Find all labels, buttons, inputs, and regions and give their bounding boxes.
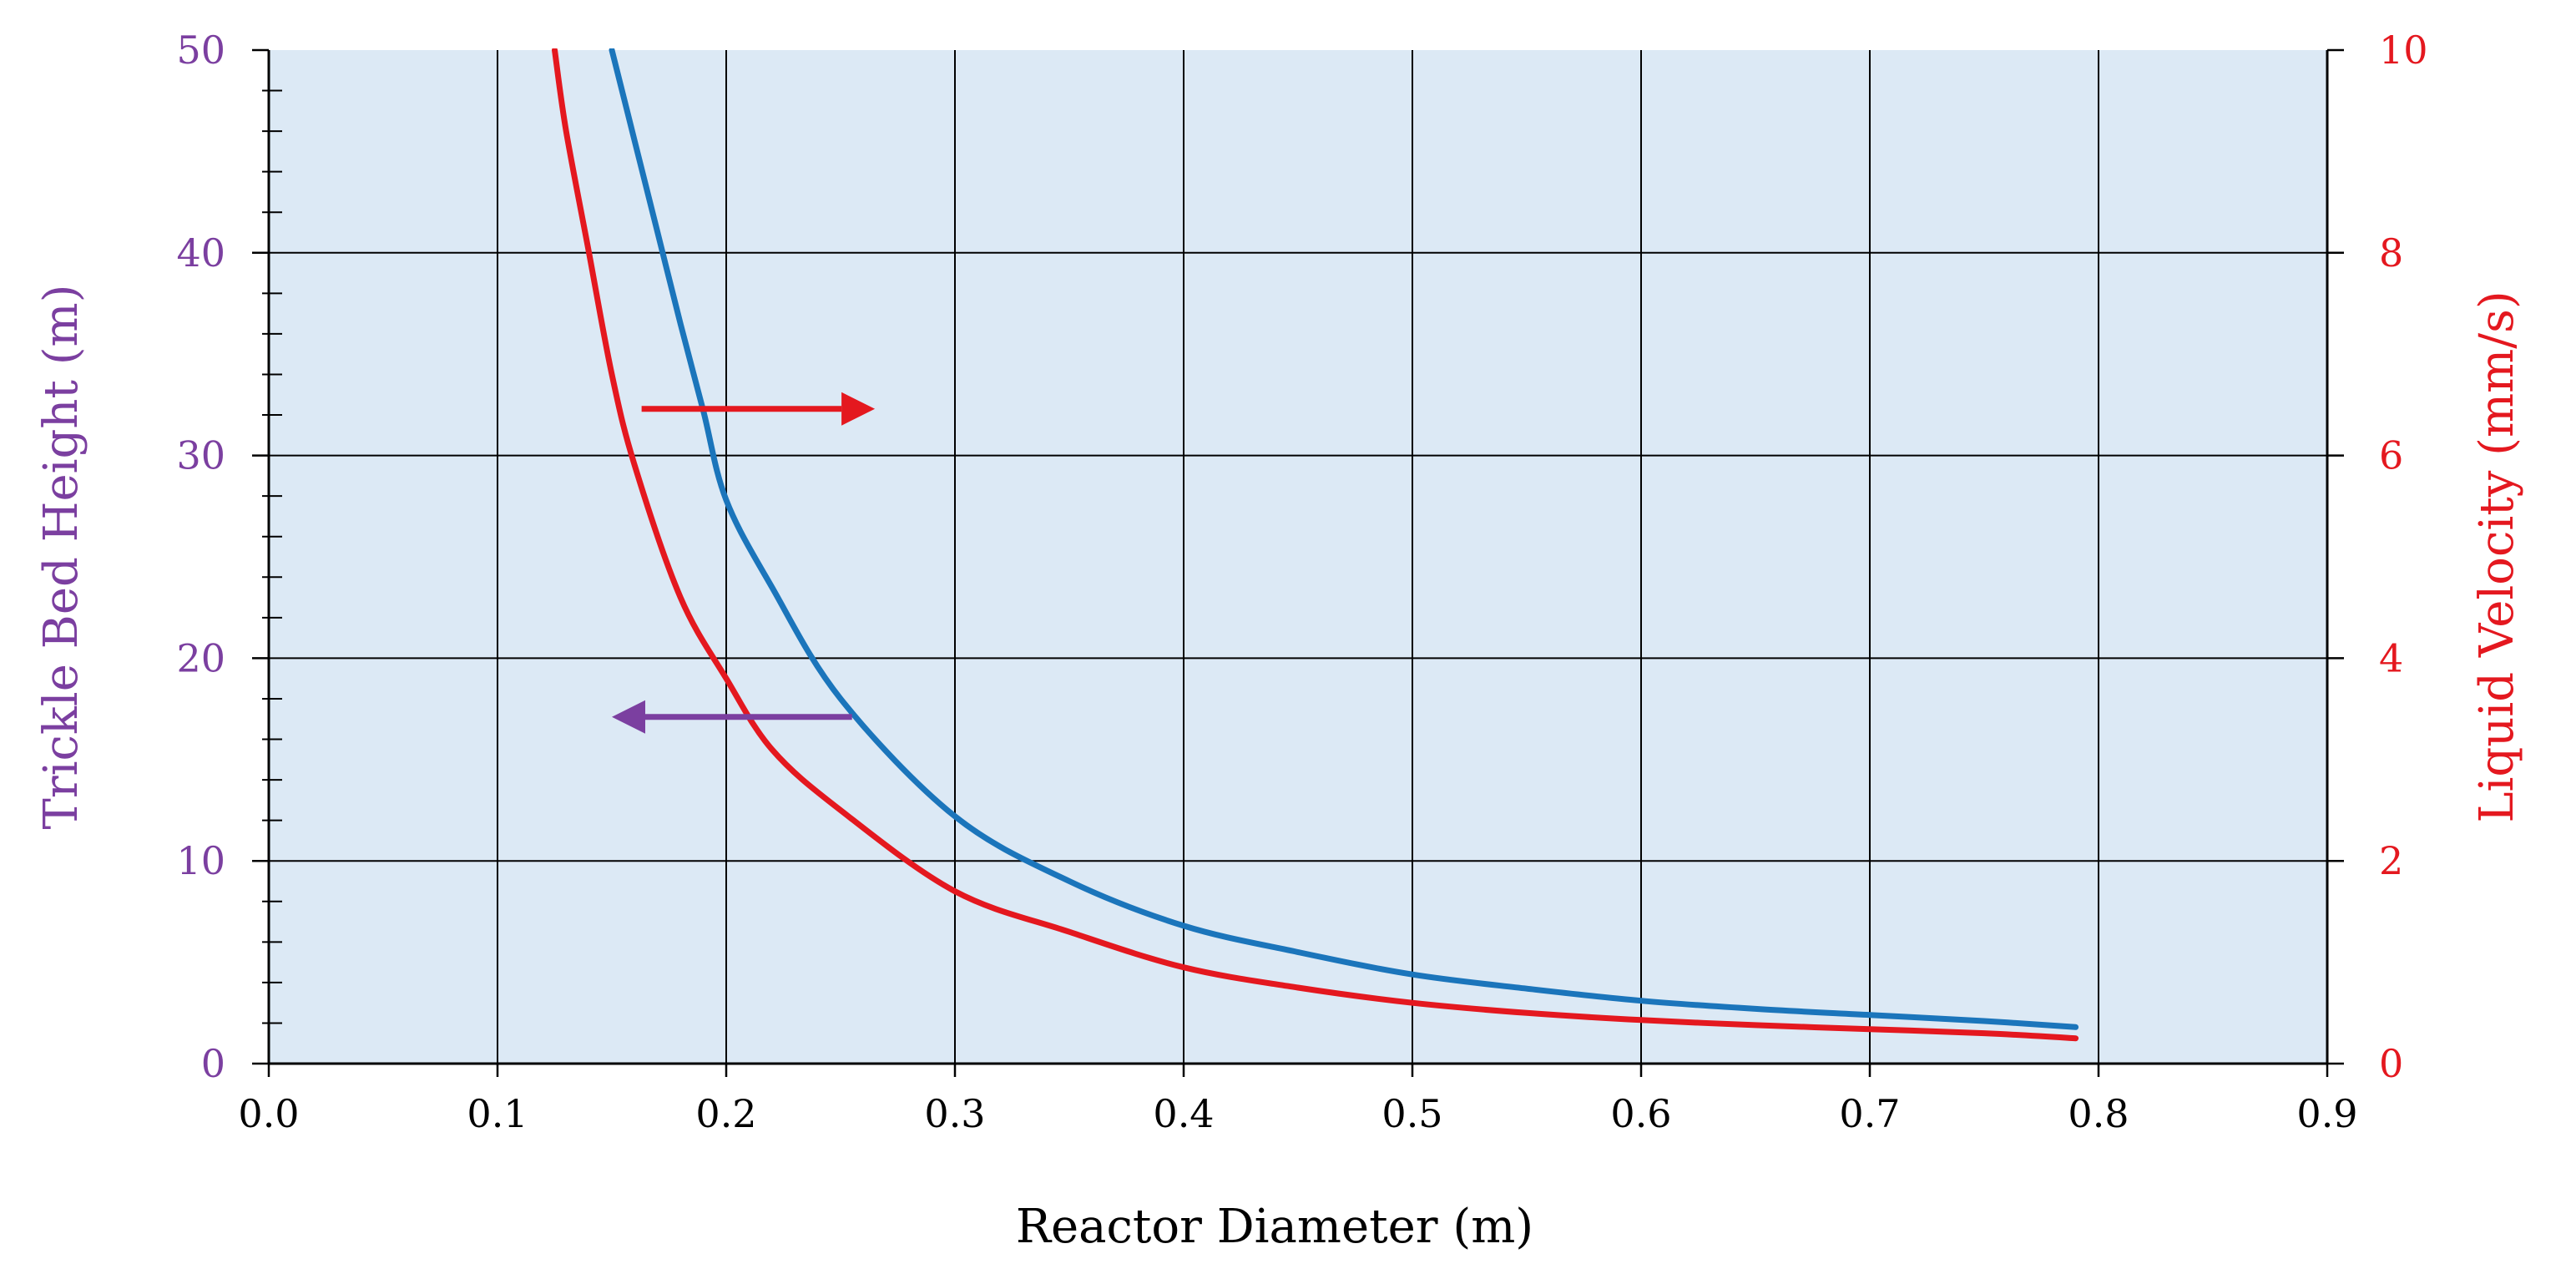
y-right-tick-label: 4 (2379, 635, 2403, 680)
axes (252, 48, 2344, 1077)
liquid-velocity-line (552, 48, 2079, 1042)
x-axis-title: Reactor Diameter (m) (1016, 1200, 1533, 1254)
y-left-tick-label: 30 (176, 433, 225, 478)
x-tick-label: 0.2 (695, 1091, 756, 1136)
trickle-bed-height-line (609, 48, 2079, 1030)
tick-labels: 0.0 0.1 0.2 0.3 0.4 0.5 0.6 0.7 0.8 0.90102030405… (176, 28, 2427, 1136)
x-tick-label: 0.3 (924, 1091, 985, 1136)
y-left-tick-label: 20 (176, 635, 225, 680)
y-left-axis-title: Trickle Bed Height (m) (34, 284, 88, 829)
y-left-tick-label: 50 (176, 28, 225, 73)
series-group (552, 48, 2079, 1042)
y-left-tick-label: 40 (176, 230, 225, 276)
y-right-tick-label: 0 (2379, 1041, 2403, 1086)
x-tick-label: 0.4 (1153, 1091, 1214, 1136)
x-tick-label: 0.8 (2068, 1091, 2129, 1136)
y-right-tick-label: 8 (2379, 230, 2403, 276)
x-tick-label: 0.6 (1610, 1091, 1671, 1136)
y-right-tick-label: 2 (2379, 838, 2403, 883)
axis-pointer-arrow-head (841, 392, 876, 426)
y-left-tick-label: 0 (201, 1041, 225, 1086)
annotations (612, 392, 876, 734)
axis-pointer-arrow-head (612, 700, 645, 734)
y-right-tick-label: 10 (2379, 28, 2428, 73)
grid (269, 50, 2327, 1064)
x-tick-label: 0.7 (1839, 1091, 1900, 1136)
x-tick-label: 0.1 (467, 1091, 528, 1136)
x-tick-label: 0.0 (238, 1091, 299, 1136)
y-left-tick-label: 10 (176, 838, 225, 883)
x-tick-label: 0.9 (2296, 1091, 2357, 1136)
y-right-tick-label: 6 (2379, 433, 2403, 478)
x-tick-label: 0.5 (1381, 1091, 1442, 1136)
plot-background (269, 50, 2327, 1064)
y-right-axis-title: Liquid Velocity (mm/s) (2470, 291, 2524, 822)
